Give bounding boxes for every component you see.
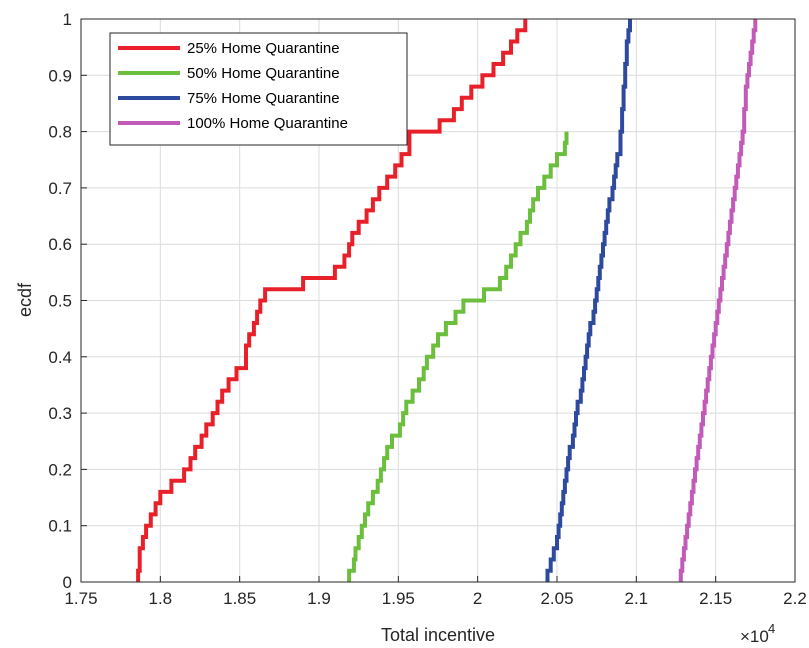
x-axis-exponent: ×10 4 bbox=[740, 621, 775, 646]
y-tick-label: 0.2 bbox=[48, 460, 72, 479]
y-tick-label: 1 bbox=[63, 10, 72, 29]
x-axis-exponent-base: ×10 bbox=[740, 627, 769, 646]
x-axis-label: Total incentive bbox=[381, 625, 495, 645]
x-tick-label: 2 bbox=[473, 589, 482, 608]
x-tick-label: 1.75 bbox=[64, 589, 97, 608]
legend-label-1: 25% Home Quarantine bbox=[187, 40, 340, 57]
series-line-2 bbox=[347, 131, 569, 582]
series-layer bbox=[136, 19, 758, 582]
y-tick-label: 0.4 bbox=[48, 348, 72, 367]
x-tick-label: 1.9 bbox=[307, 589, 331, 608]
y-tick-label: 0.1 bbox=[48, 517, 72, 536]
x-axis-exponent-power: 4 bbox=[768, 621, 775, 636]
legend: 25% Home Quarantine 50% Home Quarantine 75… bbox=[109, 32, 408, 146]
x-tick-label: 1.8 bbox=[149, 589, 173, 608]
y-tick-label: 0.6 bbox=[48, 235, 72, 254]
y-axis-label: ecdf bbox=[15, 282, 35, 317]
y-tick-label: 0.5 bbox=[48, 292, 72, 311]
legend-label-4: 100% Home Quarantine bbox=[187, 115, 348, 132]
x-tick-label: 2.05 bbox=[540, 589, 573, 608]
x-tick-label: 1.85 bbox=[223, 589, 256, 608]
y-tick-label: 0.3 bbox=[48, 404, 72, 423]
y-tick-label: 0.8 bbox=[48, 123, 72, 142]
y-tick-label: 0 bbox=[63, 573, 72, 592]
series-line-3 bbox=[545, 19, 632, 582]
y-tick-label: 0.7 bbox=[48, 179, 72, 198]
legend-label-3: 75% Home Quarantine bbox=[187, 90, 340, 107]
x-tick-label: 2.1 bbox=[625, 589, 649, 608]
legend-label-2: 50% Home Quarantine bbox=[187, 65, 340, 82]
x-tick-label: 2.2 bbox=[783, 589, 807, 608]
series-line-1 bbox=[136, 19, 528, 582]
x-axis-ticks: 1.75 1.8 1.85 1.9 1.95 2 2.05 2.1 2.15 2.2 bbox=[64, 576, 807, 608]
y-axis-ticks: 0 0.1 0.2 0.3 0.4 0.5 0.6 0.7 0.8 0.9 1 bbox=[48, 10, 87, 592]
x-tick-label: 1.95 bbox=[382, 589, 415, 608]
legend-box bbox=[109, 32, 408, 146]
x-tick-label: 2.15 bbox=[699, 589, 732, 608]
y-tick-label: 0.9 bbox=[48, 66, 72, 85]
series-line-4 bbox=[678, 19, 758, 582]
